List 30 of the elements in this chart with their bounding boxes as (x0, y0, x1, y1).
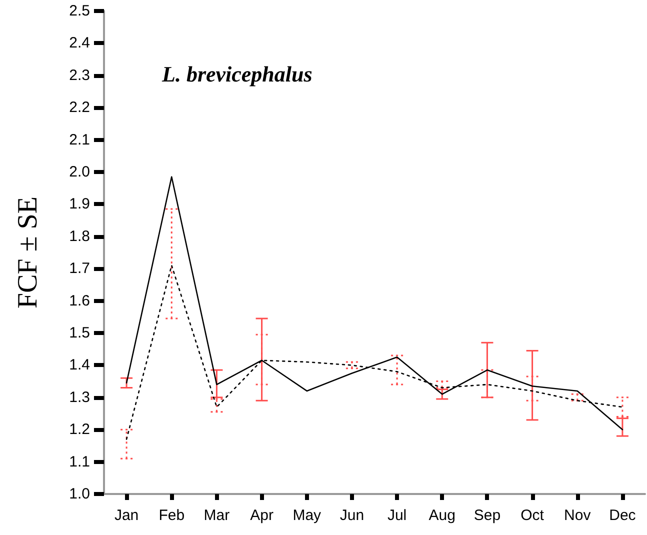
y-tick-label: 2.5 (69, 2, 90, 20)
y-tick-label: 1.8 (69, 228, 90, 245)
x-tick-label: Jan (114, 507, 139, 524)
x-tick-label: May (292, 507, 322, 524)
text: L. brevicephalus (161, 62, 312, 86)
y-tick-label: 1.4 (69, 356, 90, 374)
y-tick-label: 1.2 (69, 421, 90, 438)
x-tick-label: Aug (428, 507, 456, 524)
y-tick-label: 1.5 (69, 324, 90, 342)
x-tick-label: Sep (474, 507, 501, 524)
y-tick-label: 1.6 (69, 292, 90, 310)
x-tick-label: Feb (158, 507, 185, 524)
y-tick-label: 2.3 (69, 66, 90, 84)
y-tick-label: 1.9 (69, 196, 90, 213)
x-tick-label: Nov (564, 507, 592, 524)
y-tick-label: 1.7 (69, 260, 90, 278)
x-tick-label: Dec (609, 507, 636, 524)
y-tick-label: 1.1 (69, 453, 90, 470)
x-tick-label: Jul (387, 507, 407, 524)
y-tick-label: 2.1 (69, 131, 90, 148)
y-axis-title: FCF ± SE (12, 196, 44, 308)
x-tick-label: Jun (340, 507, 364, 524)
x-tick-label: Oct (520, 507, 545, 524)
y-tick-label: 2.0 (69, 164, 90, 180)
y-tick-label: 2.2 (69, 99, 90, 116)
y-tick-label: 1.0 (69, 486, 90, 502)
x-tick-label: Apr (250, 507, 274, 524)
y-tick-label: 2.4 (69, 34, 90, 52)
x-tick-label: Mar (204, 507, 230, 524)
y-tick-label: 1.3 (69, 388, 90, 406)
